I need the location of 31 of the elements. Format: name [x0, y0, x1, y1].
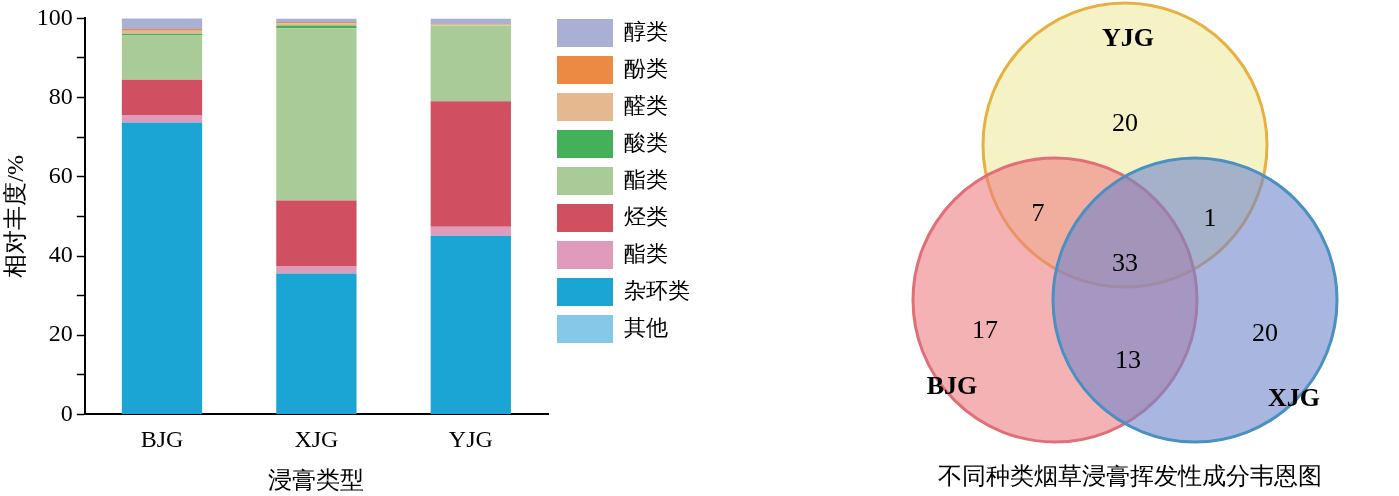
text: 1: [1203, 203, 1217, 232]
text: 7: [1031, 198, 1045, 227]
text: BJG: [926, 371, 978, 400]
text: 33: [1112, 248, 1138, 277]
x-axis-title: 浸膏类型: [268, 466, 365, 493]
y-tick-label: 0: [60, 399, 73, 426]
y-tick-label: 20: [48, 320, 73, 347]
x-tick-label: YJG: [448, 426, 493, 453]
y-tick-label: 80: [48, 82, 73, 109]
legend-label: 其他: [624, 314, 668, 340]
text: YJG: [1102, 23, 1154, 52]
legend-label: 烃类: [624, 203, 668, 229]
y-tick-label: 40: [48, 241, 73, 268]
text: 20: [1112, 108, 1138, 137]
legend-label: 酸类: [624, 129, 668, 155]
x-tick-label: XJG: [294, 426, 339, 453]
text: XJG: [1268, 383, 1320, 412]
legend-label: 酚类: [624, 55, 668, 81]
text: 13: [1115, 345, 1141, 374]
legend-label: 酯类: [624, 240, 668, 266]
legend-label: 酯类: [624, 166, 668, 192]
y-axis-title: 相对丰度/%: [1, 155, 28, 278]
legend-label: 醛类: [624, 92, 668, 118]
legend-label: 醇类: [624, 18, 668, 44]
x-tick-label: BJG: [140, 426, 184, 453]
text: 17: [972, 315, 998, 344]
y-tick-label: 100: [36, 3, 73, 30]
legend-label: 杂环类: [624, 277, 690, 303]
text: 20: [1252, 318, 1278, 347]
y-tick-label: 60: [48, 162, 73, 189]
text: 不同种类烟草浸膏挥发性成分韦恩图: [937, 462, 1322, 489]
